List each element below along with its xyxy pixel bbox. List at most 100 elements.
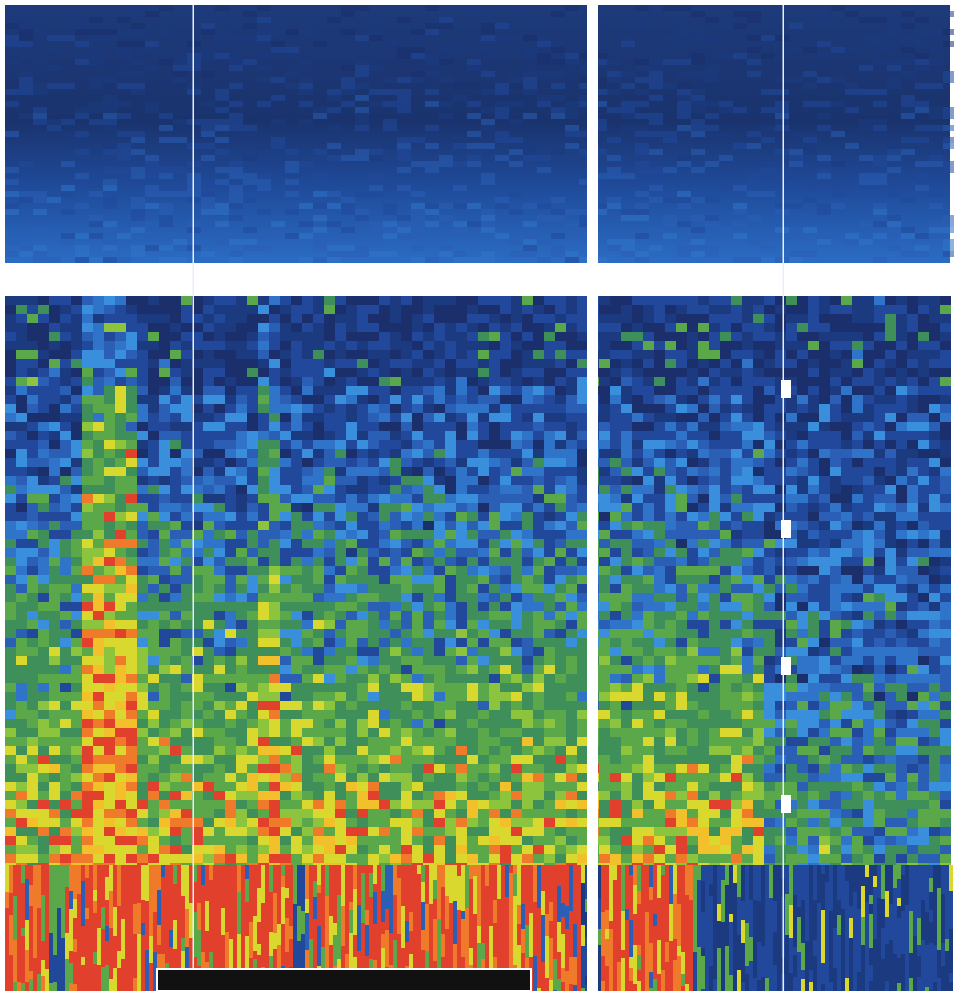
spectrum-cell: [346, 692, 357, 701]
spectrum-cell: [940, 341, 951, 350]
spectrum-cell: [170, 656, 181, 665]
spectrum-cell: [335, 521, 346, 530]
spectrum-cell: [137, 467, 148, 476]
spectrum-cell: [16, 620, 27, 629]
spectrum-cell: [533, 476, 544, 485]
spectrum-cell: [665, 413, 676, 422]
spectrum-cell: [181, 350, 192, 359]
spectrum-cell: [269, 602, 280, 611]
spectrum-cell: [104, 431, 115, 440]
spectrum-cell: [137, 809, 148, 818]
spectrum-cell: [390, 521, 401, 530]
spectrum-cell: [874, 638, 885, 647]
spectrum-cell: [489, 629, 500, 638]
spectrum-cell: [907, 512, 918, 521]
spectrum-cell: [698, 305, 709, 314]
spectrum-cell: [500, 755, 511, 764]
spectrum-cell: [401, 341, 412, 350]
spectrum-cell: [203, 431, 214, 440]
spectrum-cell: [643, 296, 654, 305]
spectrum-cell: [676, 305, 687, 314]
spectrum-cell: [181, 521, 192, 530]
spectrum-cell: [489, 728, 500, 737]
spectrum-cell: [577, 305, 588, 314]
spectrum-cell: [16, 791, 27, 800]
spectrum-cell: [434, 746, 445, 755]
spectrum-cell: [49, 422, 60, 431]
spectrum-cell: [643, 746, 654, 755]
spectrum-cell: [874, 782, 885, 791]
spectrum-cell: [841, 674, 852, 683]
spectrum-cell: [456, 620, 467, 629]
spectrum-cell: [632, 467, 643, 476]
spectrum-cell: [401, 575, 412, 584]
spectrum-cell: [511, 593, 522, 602]
spectrum-cell: [907, 359, 918, 368]
spectrum-cell: [225, 440, 236, 449]
spectrum-cell: [775, 458, 786, 467]
spectrum-cell: [742, 503, 753, 512]
spectrum-cell: [203, 539, 214, 548]
spectrum-cell: [841, 512, 852, 521]
spectrum-cell: [104, 638, 115, 647]
spectrum-cell: [324, 800, 335, 809]
spectrum-cell: [379, 368, 390, 377]
spectrum-cell: [940, 656, 951, 665]
spectrum-cell: [269, 485, 280, 494]
spectrum-cell: [148, 692, 159, 701]
spectrum-cell: [610, 368, 621, 377]
spectrum-cell: [5, 593, 16, 602]
spectrum-cell: [632, 530, 643, 539]
spectrum-cell: [676, 683, 687, 692]
spectrum-cell: [357, 368, 368, 377]
spectrum-cell: [412, 476, 423, 485]
spectrum-cell: [170, 386, 181, 395]
spectrum-cell: [599, 665, 610, 674]
spectrum-cell: [269, 629, 280, 638]
spectrum-cell: [390, 422, 401, 431]
spectrum-cell: [368, 719, 379, 728]
spectrum-cell: [720, 683, 731, 692]
spectrum-cell: [577, 710, 588, 719]
spectrum-cell: [577, 530, 588, 539]
spectrum-cell: [346, 728, 357, 737]
spectrum-cell: [896, 467, 907, 476]
spectrum-cell: [401, 800, 412, 809]
spectrum-cell: [687, 620, 698, 629]
spectrum-cell: [533, 647, 544, 656]
spectrum-cell: [654, 629, 665, 638]
spectrum-cell: [104, 773, 115, 782]
spectrum-cell: [269, 773, 280, 782]
spectrum-cell: [841, 746, 852, 755]
spectrum-cell: [269, 377, 280, 386]
spectrum-cell: [753, 728, 764, 737]
spectrum-cell: [610, 521, 621, 530]
spectrum-cell: [269, 539, 280, 548]
spectrum-cell: [412, 701, 423, 710]
spectrum-cell: [368, 341, 379, 350]
spectrum-cell: [841, 782, 852, 791]
spectrum-cell: [720, 665, 731, 674]
spectrum-cell: [896, 503, 907, 512]
spectrum-cell: [60, 611, 71, 620]
spectrum-cell: [522, 296, 533, 305]
spectrum-cell: [698, 764, 709, 773]
spectrum-cell: [93, 386, 104, 395]
spectrum-cell: [929, 638, 940, 647]
spectrum-cell: [874, 359, 885, 368]
spectrum-cell: [5, 683, 16, 692]
spectrum-cell: [610, 395, 621, 404]
spectrum-cell: [522, 593, 533, 602]
spectrum-cell: [159, 521, 170, 530]
spectrum-cell: [412, 449, 423, 458]
spectrum-cell: [709, 332, 720, 341]
spectrum-cell: [335, 512, 346, 521]
spectrum-cell: [896, 683, 907, 692]
spectrum-cell: [698, 332, 709, 341]
spectrum-cell: [566, 584, 577, 593]
spectrum-cell: [687, 332, 698, 341]
spectrum-cell: [412, 584, 423, 593]
spectrum-cell: [346, 341, 357, 350]
spectrum-cell: [49, 728, 60, 737]
spectrum-cell: [181, 782, 192, 791]
